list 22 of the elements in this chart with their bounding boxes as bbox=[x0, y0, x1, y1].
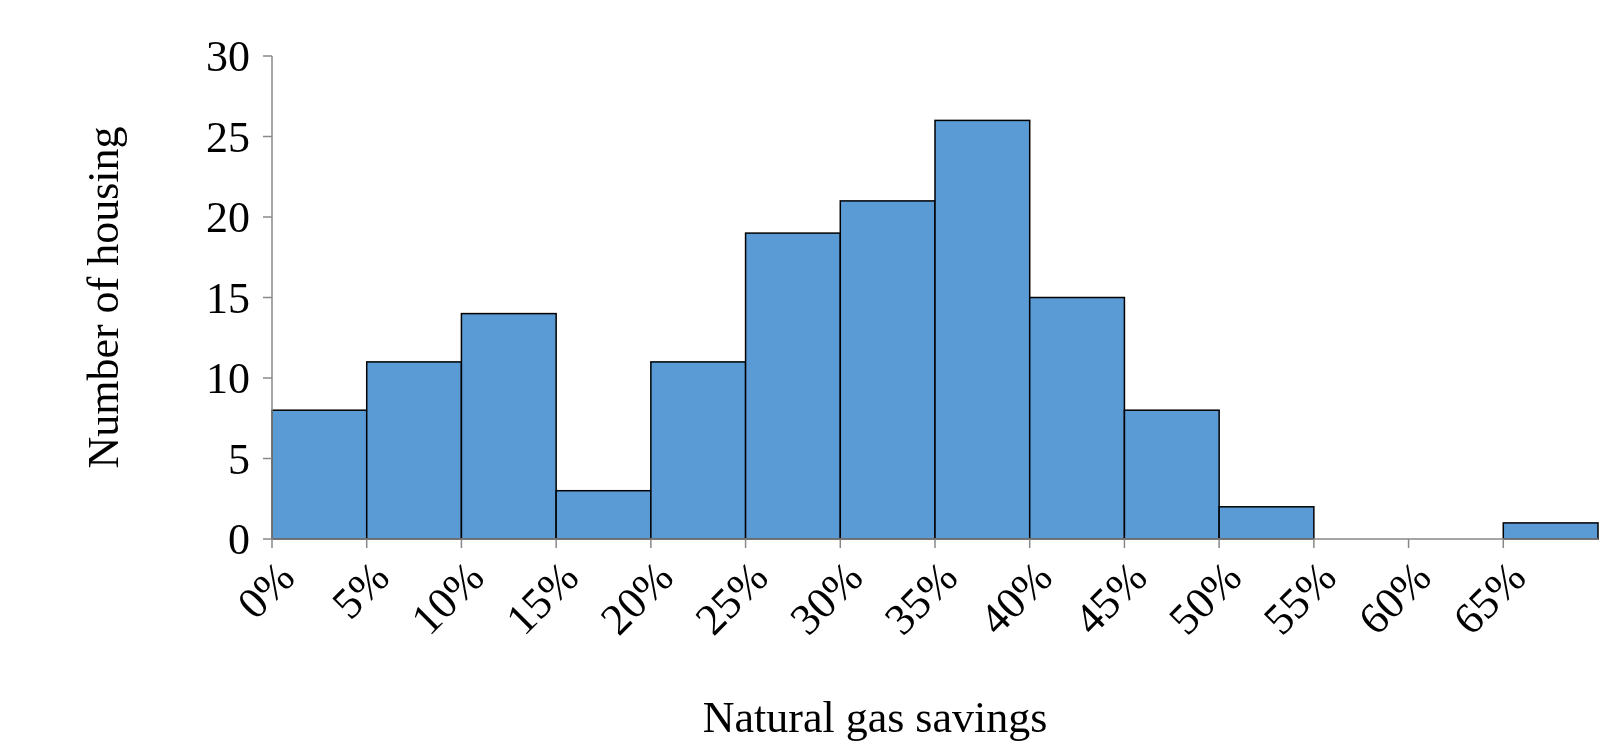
y-tick-label: 20 bbox=[206, 193, 250, 243]
x-tick-label: 10% bbox=[401, 552, 494, 644]
x-tick-label: 50% bbox=[1159, 552, 1252, 644]
y-tick-label: 0 bbox=[228, 515, 250, 565]
x-tick-label: 5% bbox=[322, 552, 399, 629]
y-tick-label: 30 bbox=[206, 32, 250, 82]
x-tick-label: 35% bbox=[875, 552, 967, 644]
y-tick-label: 25 bbox=[206, 112, 250, 162]
x-tick-label: 20% bbox=[591, 552, 683, 644]
y-axis-title: Number of housing bbox=[79, 126, 128, 469]
x-tick-label: 15% bbox=[496, 552, 589, 644]
x-tick-label: 45% bbox=[1064, 552, 1157, 644]
y-tick-label: 5 bbox=[228, 434, 250, 484]
y-tick-label: 15 bbox=[206, 273, 250, 323]
x-tick-label: 30% bbox=[780, 552, 873, 644]
y-tick-label: 10 bbox=[206, 354, 250, 404]
x-tick-label: 60% bbox=[1348, 552, 1441, 644]
x-axis-title: Natural gas savings bbox=[702, 693, 1048, 742]
x-tick-label: 40% bbox=[969, 552, 1062, 644]
x-tick-label: 25% bbox=[685, 552, 778, 644]
x-tick-label: 55% bbox=[1254, 552, 1346, 644]
x-tick-label: 65% bbox=[1443, 552, 1536, 644]
